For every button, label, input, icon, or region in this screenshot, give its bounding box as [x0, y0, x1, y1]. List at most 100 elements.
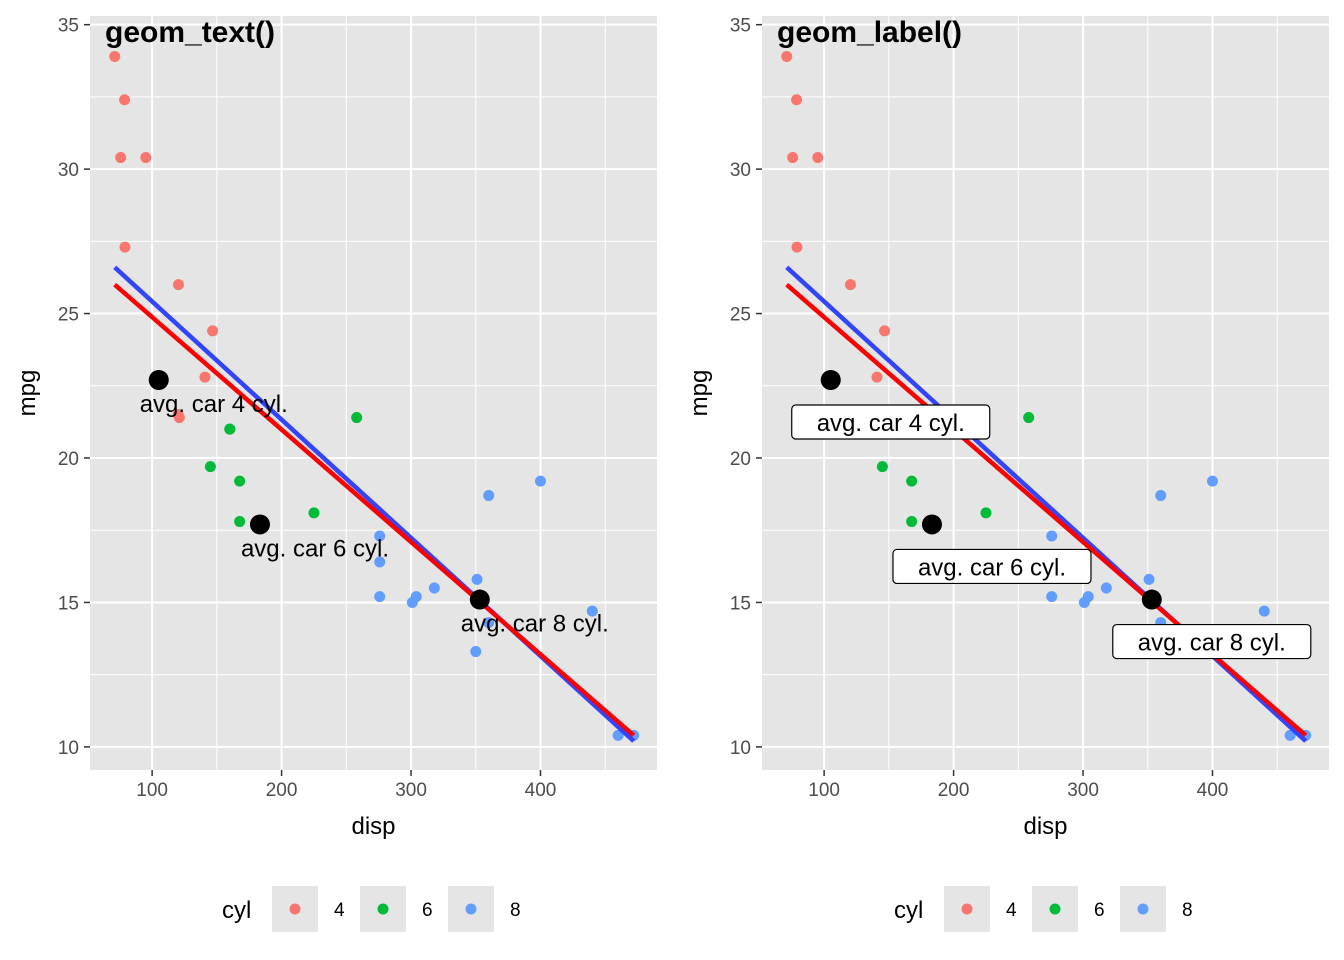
legend-title: cyl	[222, 897, 251, 924]
y-tick-label: 35	[58, 16, 79, 37]
panel-background	[90, 16, 657, 770]
legend-label: 6	[1094, 900, 1105, 921]
legend-label: 6	[422, 900, 433, 921]
point-cyl-8	[1082, 591, 1094, 603]
panel-1: 100 200 300 400 10 15 20 25 30 35 disp mpg avg. car …	[14, 16, 657, 932]
point-cyl-4	[844, 279, 856, 291]
avg-point	[820, 370, 841, 390]
legend-key-dot-cyl-6	[1049, 903, 1061, 915]
legend-label: 4	[334, 900, 345, 921]
point-cyl-8	[612, 729, 624, 741]
legend-label: 4	[1006, 900, 1017, 921]
point-cyl-4	[172, 279, 184, 291]
point-cyl-8	[1143, 573, 1155, 585]
point-cyl-6	[234, 516, 246, 528]
y-axis-label: mpg	[686, 370, 713, 417]
point-cyl-6	[204, 461, 216, 473]
point-cyl-6	[980, 507, 992, 519]
avg-text-label: avg. car 6 cyl.	[241, 535, 389, 562]
point-cyl-4	[871, 371, 883, 383]
y-axis-label: mpg	[14, 370, 41, 417]
avg-point	[1141, 589, 1162, 610]
x-axis-label: disp	[1023, 813, 1067, 840]
point-cyl-4	[199, 371, 211, 383]
point-cyl-8	[410, 591, 422, 603]
y-tick-label: 30	[730, 160, 751, 181]
point-cyl-4	[119, 241, 131, 253]
legend: cyl 4 6 8	[894, 886, 1193, 932]
point-cyl-4	[781, 50, 793, 62]
avg-text-label: avg. car 4 cyl.	[140, 391, 288, 418]
point-cyl-8	[1155, 490, 1167, 502]
point-cyl-8	[470, 646, 482, 658]
y-tick-label: 20	[730, 449, 751, 470]
point-cyl-4	[119, 94, 131, 106]
x-tick-label: 100	[136, 780, 168, 801]
point-cyl-8	[586, 605, 598, 617]
point-cyl-8	[534, 475, 546, 487]
x-tick-label: 200	[938, 780, 970, 801]
point-cyl-8	[1046, 591, 1058, 603]
point-cyl-4	[115, 152, 127, 164]
point-cyl-4	[812, 152, 824, 164]
point-cyl-4	[879, 325, 891, 337]
avg-label-text: avg. car 8 cyl.	[1138, 630, 1286, 657]
avg-label-text: avg. car 6 cyl.	[918, 554, 1066, 581]
y-tick-label: 20	[58, 449, 79, 470]
avg-label-box	[892, 548, 1092, 585]
x-tick-label: 200	[266, 780, 298, 801]
legend-label: 8	[1182, 900, 1193, 921]
avg-label-box	[1112, 623, 1312, 660]
y-tick-label: 30	[58, 160, 79, 181]
point-cyl-6	[308, 507, 320, 519]
y-tick-label: 25	[58, 305, 79, 326]
point-cyl-6	[1023, 412, 1035, 424]
point-cyl-4	[109, 50, 121, 62]
legend: cyl 4 6 8	[222, 886, 521, 932]
point-cyl-4	[140, 152, 152, 164]
point-cyl-6	[351, 412, 363, 424]
x-tick-label: 300	[395, 780, 427, 801]
point-cyl-4	[791, 94, 803, 106]
legend-key-dot-cyl-8	[465, 903, 477, 915]
plot-title: geom_label()	[777, 16, 962, 49]
panel-2: 100 200 300 400 10 15 20 25 30 35 disp mpg avg. car …	[686, 16, 1329, 932]
point-cyl-8	[1258, 605, 1270, 617]
fit-line-red	[113, 282, 636, 738]
y-tick-label: 25	[730, 305, 751, 326]
y-tick-label: 10	[58, 738, 79, 759]
avg-label-box	[791, 404, 991, 440]
y-tick-label: 15	[58, 593, 79, 614]
legend-key-dot-cyl-6	[377, 903, 389, 915]
avg-label-text: avg. car 4 cyl.	[817, 410, 965, 437]
x-tick-label: 400	[1197, 780, 1229, 801]
y-tick-label: 10	[730, 738, 751, 759]
point-cyl-8	[374, 591, 386, 603]
legend-title: cyl	[894, 897, 923, 924]
point-cyl-8	[1284, 729, 1296, 741]
point-cyl-6	[234, 475, 246, 487]
point-cyl-4	[173, 412, 185, 424]
point-cyl-6	[906, 516, 918, 528]
point-cyl-6	[876, 461, 888, 473]
point-cyl-8	[483, 490, 495, 502]
avg-text-label: avg. car 8 cyl.	[461, 611, 609, 638]
point-cyl-8	[471, 573, 483, 585]
point-cyl-8	[1206, 475, 1218, 487]
point-cyl-8	[1100, 582, 1112, 594]
avg-point	[148, 370, 169, 390]
y-tick-label: 15	[730, 593, 751, 614]
avg-point	[469, 589, 490, 610]
point-cyl-8	[1046, 530, 1058, 542]
x-tick-label: 300	[1067, 780, 1099, 801]
point-cyl-4	[207, 325, 219, 337]
x-tick-label: 400	[525, 780, 557, 801]
legend-label: 8	[510, 900, 521, 921]
legend-key-dot-cyl-4	[961, 903, 973, 915]
plot-title: geom_text()	[105, 16, 275, 49]
legend-key-dot-cyl-8	[1137, 903, 1149, 915]
fit-line-red	[785, 282, 1308, 738]
point-cyl-8	[428, 582, 440, 594]
avg-point	[921, 514, 942, 535]
